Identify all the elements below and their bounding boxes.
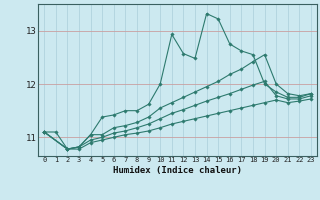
X-axis label: Humidex (Indice chaleur): Humidex (Indice chaleur) <box>113 166 242 175</box>
